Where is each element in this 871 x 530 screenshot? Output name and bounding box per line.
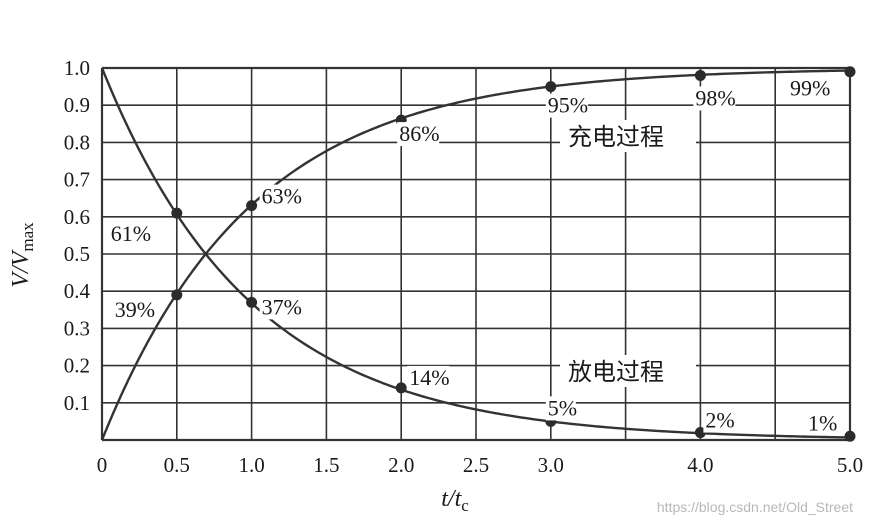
x-axis-title-t: t [455, 486, 463, 512]
point-label: 2% [705, 408, 734, 433]
annotation-bg [545, 93, 588, 118]
annotation-bg [407, 365, 450, 390]
charge-point [844, 66, 856, 78]
point-label: 37% [262, 294, 302, 319]
y-tick-label: 1.0 [64, 56, 90, 80]
x-tick-label: 3.0 [538, 453, 564, 477]
annotation-bg [112, 297, 155, 322]
y-axis-title: V/Vmax [8, 222, 37, 288]
annotation-bg [703, 408, 734, 433]
y-axis-title-main: V [8, 271, 34, 288]
discharge-point [395, 382, 407, 394]
x-tick-label: 2.5 [463, 453, 489, 477]
y-tick-label: 0.7 [64, 168, 90, 192]
x-tick-label: 1.5 [313, 453, 339, 477]
series-label-discharge: 放电过程 [568, 358, 664, 386]
y-tick-label: 0.2 [64, 354, 90, 378]
grid [100, 66, 852, 442]
charge-point [545, 81, 557, 93]
annotation-bg [397, 122, 440, 147]
annotation-bg [806, 411, 836, 436]
y-tick-label: 0.4 [64, 279, 91, 303]
discharge-point [171, 207, 183, 219]
charge-curve [100, 69, 851, 441]
watermark: https://blog.csdn.net/Old_Street [656, 499, 853, 515]
annotation-bg [259, 295, 302, 320]
y-tick-label: 0.3 [64, 316, 90, 340]
y-tick-label: 0.8 [64, 130, 90, 154]
x-tick-label: 1.0 [238, 453, 264, 477]
point-label: 1% [808, 410, 837, 435]
point-label: 63% [262, 184, 302, 209]
point-label: 14% [409, 365, 449, 390]
series-label-bg [560, 355, 696, 387]
series-label-charge: 充电过程 [568, 123, 664, 151]
annotation-bg [545, 396, 576, 421]
point-label: 86% [399, 121, 439, 146]
y-tick-label: 0.9 [64, 93, 90, 117]
x-axis-title: t/tc [441, 486, 469, 515]
charge-point [246, 200, 258, 212]
x-axis-title-sub: c [461, 496, 469, 515]
discharge-point [694, 427, 706, 439]
point-label: 98% [695, 85, 735, 110]
discharge-curve [100, 67, 851, 439]
annotation-bg [259, 184, 302, 209]
charge-point [171, 289, 183, 301]
x-tick-label: 0.5 [164, 453, 190, 477]
point-label: 95% [548, 93, 588, 118]
point-label: 39% [115, 297, 155, 322]
point-label: 61% [111, 221, 151, 246]
x-tick-label: 5.0 [837, 453, 863, 477]
y-axis-title-sep: / [8, 264, 34, 275]
annotation-bg [788, 76, 830, 101]
x-tick-label: 2.0 [388, 453, 414, 477]
y-axis-title-sub: max [18, 222, 37, 252]
discharge-point [844, 430, 856, 442]
y-tick-label: 0.1 [64, 391, 90, 415]
x-tick-label: 0 [97, 453, 108, 477]
point-label: 99% [790, 76, 830, 101]
x-axis-title-main: t [441, 486, 449, 512]
x-tick-label: 4.0 [687, 453, 713, 477]
series-label-bg [560, 120, 696, 152]
charge-point [694, 69, 706, 81]
point-label: 5% [548, 395, 577, 420]
discharge-point [246, 296, 258, 308]
y-tick-label: 0.6 [64, 205, 90, 229]
y-tick-label: 0.5 [64, 242, 90, 266]
y-axis-title-v: V [8, 249, 34, 266]
x-axis-title-sep: / [446, 486, 457, 512]
annotation-bg [108, 222, 151, 247]
annotations: 39% 63% 86% 95% 98% 99% 61% 37% 14% 5% 2% 1% [108, 76, 837, 436]
annotation-bg [693, 86, 736, 111]
tick-labels: 0 0.5 1.0 1.5 2.0 2.5 3.0 4.0 5.0 0.1 0.2 0.3 0.4 0.5… [64, 56, 863, 477]
curves [100, 67, 851, 441]
